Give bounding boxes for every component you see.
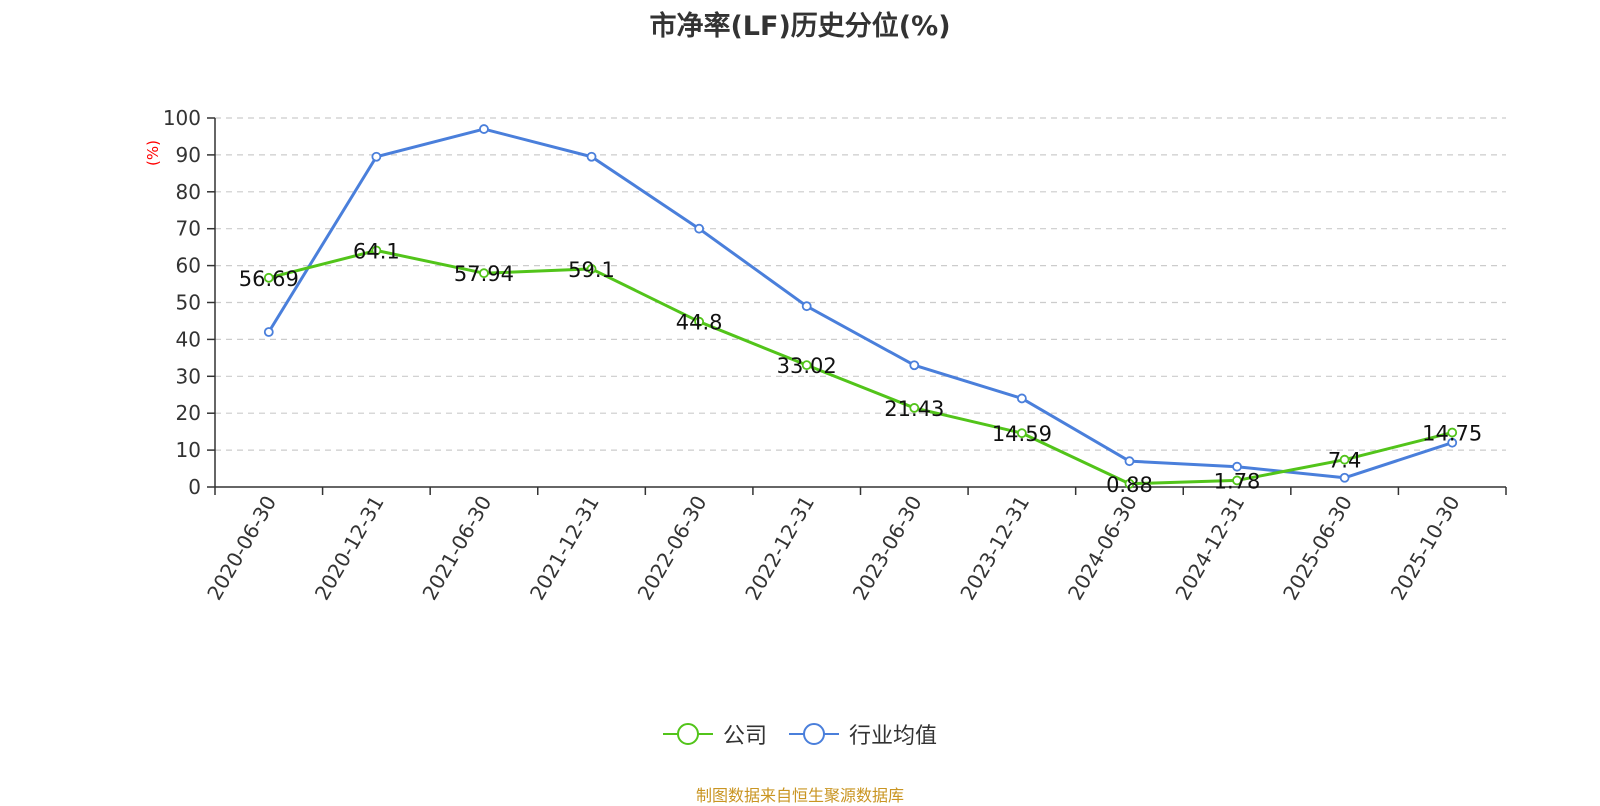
data-point <box>263 327 274 337</box>
data-point <box>1016 428 1027 439</box>
series-line-0 <box>268 248 1453 486</box>
data-point <box>1232 461 1242 472</box>
x-tick-label: 2021-12-31 <box>525 492 604 605</box>
data-label: 14.59 <box>992 422 1052 446</box>
data-point <box>1016 393 1027 404</box>
data-label: 56.69 <box>239 267 299 291</box>
data-point <box>586 151 597 162</box>
legend-label-company: 公司 <box>722 724 767 749</box>
y-tick-label: 100 <box>163 106 201 130</box>
data-point <box>801 360 812 371</box>
legend-item-company[interactable]: 公司 <box>662 718 767 750</box>
data-label: 33.02 <box>777 354 837 378</box>
x-tick-label: 2024-06-30 <box>1063 492 1142 605</box>
data-label: 57.94 <box>454 262 514 286</box>
data-label: 0.88 <box>1106 473 1153 497</box>
data-labels: 56.69 64.1 57.94 59.1 44.8 33.02 21.43 14.59 0.8… <box>239 239 1483 496</box>
legend-item-industry-average[interactable]: 行业均值 <box>789 718 937 750</box>
data-label: 64.1 <box>353 239 400 263</box>
y-tick-label: 50 <box>176 291 201 315</box>
data-point <box>694 223 705 234</box>
chart-title: 市净率(LF)历史分位(%) <box>649 11 951 42</box>
y-tick-label: 60 <box>176 254 201 278</box>
y-tick-label: 70 <box>176 217 201 241</box>
y-tick-label: 0 <box>188 475 201 499</box>
x-tick-label: 2025-10-30 <box>1386 492 1465 605</box>
data-point <box>1339 454 1350 465</box>
x-tick-label: 2020-12-31 <box>310 492 389 605</box>
data-point <box>1124 456 1135 467</box>
x-tick-label: 2024-12-31 <box>1170 492 1249 605</box>
x-tick-label: 2023-12-31 <box>955 492 1034 605</box>
x-tick-label: 2020-06-30 <box>202 492 281 605</box>
data-point <box>1124 478 1135 489</box>
data-point <box>263 272 274 283</box>
x-tick-label: 2021-06-30 <box>417 492 496 605</box>
source-note: 制图数据来自恒生聚源数据库 <box>695 786 904 805</box>
y-tick-label: 90 <box>176 143 201 167</box>
y-axis-label: (%) <box>144 140 162 166</box>
x-tick-label: 2022-12-31 <box>740 492 819 605</box>
data-label: 59.1 <box>568 258 615 282</box>
y-tick-label: 10 <box>176 438 201 462</box>
data-point <box>1339 472 1350 483</box>
data-point <box>1232 475 1242 486</box>
y-tick-label: 20 <box>176 401 201 425</box>
data-point <box>694 316 705 327</box>
y-tick-label: 40 <box>176 327 201 351</box>
legend-label-industry-average: 行业均值 <box>849 724 938 749</box>
series-lines <box>263 124 1458 489</box>
legend-company-line-icon <box>662 723 713 745</box>
y-tick-label: 30 <box>176 364 201 388</box>
legend: 公司 行业均值 <box>0 718 1600 750</box>
data-label: 1.78 <box>1214 469 1261 493</box>
data-point <box>909 360 920 371</box>
data-point <box>1447 427 1458 438</box>
data-label: 44.8 <box>676 311 723 335</box>
legend-industry-line-icon <box>789 723 839 745</box>
data-point <box>1447 437 1458 448</box>
data-label: 7.4 <box>1328 449 1361 473</box>
data-point <box>371 151 382 162</box>
data-point <box>371 245 382 256</box>
data-label: 14.75 <box>1422 422 1482 446</box>
data-point <box>479 268 489 279</box>
series-line-1 <box>267 127 1453 480</box>
data-point <box>801 301 812 312</box>
data-point <box>909 403 920 413</box>
x-tick-label: 2023-06-30 <box>848 492 927 605</box>
data-point <box>479 124 489 134</box>
y-tick-label: 80 <box>176 180 201 204</box>
data-label: 21.43 <box>884 397 944 421</box>
data-point <box>586 264 597 274</box>
grid-lines <box>215 117 1506 451</box>
x-tick-label: 2025-06-30 <box>1278 492 1357 605</box>
x-tick-label: 2022-06-30 <box>633 492 712 605</box>
